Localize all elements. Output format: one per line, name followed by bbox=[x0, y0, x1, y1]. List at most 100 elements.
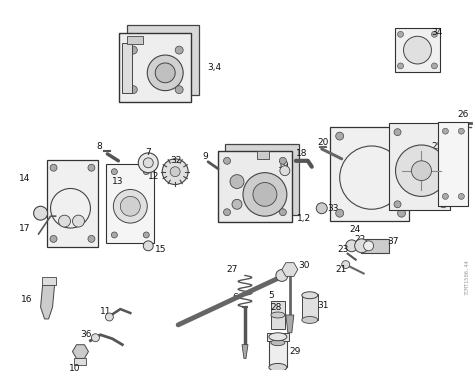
Text: 8: 8 bbox=[96, 142, 102, 151]
Circle shape bbox=[88, 164, 95, 171]
Text: 19: 19 bbox=[278, 161, 290, 170]
Text: 31: 31 bbox=[318, 301, 329, 310]
Circle shape bbox=[398, 31, 403, 37]
Circle shape bbox=[50, 235, 57, 242]
Circle shape bbox=[398, 132, 405, 140]
Circle shape bbox=[440, 129, 447, 136]
Circle shape bbox=[175, 86, 183, 94]
Circle shape bbox=[253, 183, 277, 206]
Text: 24: 24 bbox=[350, 226, 361, 234]
Ellipse shape bbox=[302, 316, 318, 324]
Text: 1,2: 1,2 bbox=[297, 214, 311, 223]
Text: 10: 10 bbox=[69, 364, 80, 373]
Circle shape bbox=[458, 128, 465, 134]
Bar bbox=[389, 123, 450, 210]
Text: 11: 11 bbox=[100, 307, 112, 316]
Circle shape bbox=[88, 235, 95, 242]
Circle shape bbox=[442, 193, 448, 199]
Ellipse shape bbox=[269, 364, 287, 371]
Circle shape bbox=[398, 209, 405, 217]
Circle shape bbox=[50, 164, 57, 171]
Polygon shape bbox=[41, 285, 55, 319]
Polygon shape bbox=[73, 345, 89, 358]
Circle shape bbox=[342, 261, 350, 269]
Text: 6: 6 bbox=[232, 293, 238, 302]
Text: 18: 18 bbox=[296, 149, 307, 159]
Text: 33: 33 bbox=[328, 204, 339, 213]
Bar bbox=[302, 294, 318, 320]
Text: 7CMT1506.44: 7CMT1506.44 bbox=[465, 260, 470, 295]
Text: 35: 35 bbox=[447, 137, 459, 145]
Circle shape bbox=[276, 270, 288, 281]
Circle shape bbox=[162, 159, 188, 184]
Circle shape bbox=[143, 241, 153, 251]
Text: 25: 25 bbox=[431, 142, 443, 151]
Text: 13: 13 bbox=[112, 177, 124, 186]
Circle shape bbox=[113, 190, 147, 223]
Text: 17: 17 bbox=[18, 224, 30, 233]
Bar bbox=[438, 122, 468, 206]
Ellipse shape bbox=[271, 312, 285, 318]
Bar bbox=[74, 358, 86, 365]
Bar bbox=[46, 160, 99, 247]
Bar bbox=[394, 28, 440, 72]
Circle shape bbox=[346, 240, 358, 252]
Bar bbox=[271, 301, 285, 329]
Circle shape bbox=[458, 193, 465, 199]
Text: 28: 28 bbox=[270, 303, 281, 312]
Bar bbox=[361, 239, 389, 253]
Circle shape bbox=[129, 46, 137, 54]
Text: 22: 22 bbox=[355, 235, 366, 244]
Circle shape bbox=[230, 175, 244, 188]
Circle shape bbox=[143, 158, 153, 168]
Circle shape bbox=[403, 36, 431, 64]
Circle shape bbox=[147, 55, 183, 91]
Circle shape bbox=[431, 31, 438, 37]
Text: 36: 36 bbox=[81, 330, 92, 339]
Text: 32: 32 bbox=[170, 156, 182, 165]
Ellipse shape bbox=[269, 333, 287, 341]
Circle shape bbox=[394, 129, 401, 136]
Circle shape bbox=[431, 63, 438, 69]
Ellipse shape bbox=[302, 292, 318, 299]
Circle shape bbox=[138, 153, 158, 173]
Circle shape bbox=[279, 209, 286, 216]
Bar bbox=[128, 25, 199, 95]
Ellipse shape bbox=[271, 340, 285, 346]
Circle shape bbox=[129, 86, 137, 94]
Circle shape bbox=[170, 167, 180, 177]
Text: 37: 37 bbox=[388, 237, 399, 246]
Circle shape bbox=[232, 199, 242, 209]
Bar bbox=[128, 36, 143, 44]
Text: 23: 23 bbox=[337, 245, 349, 254]
Text: 30: 30 bbox=[298, 261, 310, 270]
Circle shape bbox=[143, 232, 149, 238]
Text: 16: 16 bbox=[21, 295, 32, 304]
Circle shape bbox=[442, 128, 448, 134]
Circle shape bbox=[58, 215, 71, 227]
Polygon shape bbox=[282, 263, 298, 276]
Bar bbox=[122, 43, 132, 93]
Circle shape bbox=[91, 334, 100, 342]
Text: 26: 26 bbox=[457, 110, 469, 119]
Circle shape bbox=[395, 145, 447, 196]
Circle shape bbox=[364, 241, 374, 251]
Text: 15: 15 bbox=[155, 245, 167, 254]
Circle shape bbox=[336, 132, 344, 140]
Circle shape bbox=[316, 203, 327, 214]
Circle shape bbox=[111, 232, 118, 238]
Text: 34: 34 bbox=[431, 28, 443, 37]
Text: 14: 14 bbox=[18, 174, 30, 183]
Circle shape bbox=[155, 63, 175, 83]
Text: 27: 27 bbox=[226, 265, 237, 274]
Circle shape bbox=[120, 196, 140, 216]
Circle shape bbox=[355, 239, 369, 253]
Bar bbox=[119, 33, 191, 102]
Text: 3,4: 3,4 bbox=[207, 64, 221, 73]
Circle shape bbox=[105, 313, 113, 321]
Circle shape bbox=[111, 169, 118, 175]
Bar bbox=[42, 278, 55, 285]
Bar bbox=[225, 144, 299, 215]
Circle shape bbox=[394, 201, 401, 208]
Circle shape bbox=[279, 157, 286, 164]
